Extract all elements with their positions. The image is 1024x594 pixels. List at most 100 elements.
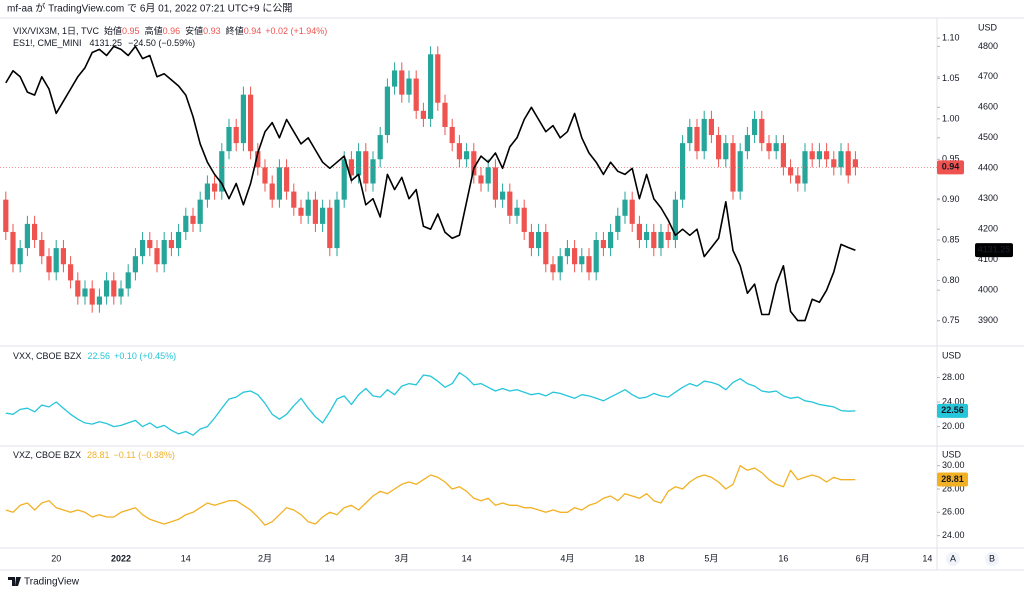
y-tick-label: 4300 <box>978 193 998 203</box>
button-a[interactable] <box>946 552 960 566</box>
candle-body <box>759 118 765 144</box>
legend-ohlc-value: 0.94 <box>244 26 262 36</box>
candle-body <box>420 110 426 119</box>
last-value-label-box <box>937 403 968 418</box>
candle-body <box>507 191 513 216</box>
y-tick-label: 24.00 <box>942 530 965 540</box>
button-b[interactable] <box>985 552 999 566</box>
candle-body <box>147 240 153 249</box>
last-value-label: 28.81 <box>941 474 964 484</box>
x-tick-label: 6月 <box>856 553 870 563</box>
candle-body <box>320 207 326 224</box>
button-a-label[interactable]: A <box>950 553 956 563</box>
candle-body <box>773 143 779 152</box>
brand: TradingView <box>24 577 80 588</box>
candle-body <box>46 256 52 273</box>
candle-body <box>600 240 606 249</box>
candle-body <box>521 207 527 232</box>
legend-line: VXX, CBOE BZX 22.56 +0.10 (+0.45%) <box>13 351 176 361</box>
candle-body <box>485 167 491 184</box>
y-tick-label: 24.00 <box>942 396 965 406</box>
x-tick-label: 2月 <box>258 553 272 563</box>
candle-body <box>788 167 794 176</box>
candle-body <box>17 248 23 265</box>
y-tick-label: 4100 <box>978 254 998 264</box>
candle-body <box>406 78 412 95</box>
candle-body <box>183 215 189 232</box>
legend-change: +0.10 (+0.45%) <box>114 351 176 361</box>
y-tick-label: 28.00 <box>942 483 965 493</box>
candle-body <box>744 135 750 152</box>
candle-body <box>111 280 117 297</box>
candle-body <box>449 126 455 144</box>
candle-body <box>118 288 124 297</box>
x-tick-label: 14 <box>325 553 335 563</box>
x-tick-label: 14 <box>922 553 932 563</box>
legend-line: ES1!, CME_MINI 4131.25 −24.50 (−0.59%) <box>13 38 195 48</box>
candle-body <box>154 248 160 265</box>
x-tick-label: 3月 <box>395 553 409 563</box>
legend-ohlc-label: 安値 <box>185 25 203 36</box>
candle-body <box>442 102 448 127</box>
y-tick-label: 26.00 <box>942 507 965 517</box>
candle-body <box>672 199 678 241</box>
candle-body <box>708 118 714 136</box>
x-tick-label: 5月 <box>704 553 718 563</box>
candle-body <box>363 151 369 184</box>
candle-body <box>168 240 174 249</box>
logo: TradingView <box>8 577 80 588</box>
candle-body <box>132 256 138 273</box>
x-tick-label: 16 <box>778 553 788 563</box>
candle-body <box>24 223 30 249</box>
candle-body <box>269 183 275 200</box>
candle-body <box>291 191 297 208</box>
x-tick-label: 14 <box>462 553 472 563</box>
candle-body <box>262 167 268 184</box>
candle-body <box>284 167 290 192</box>
y-tick-label: 4800 <box>978 41 998 51</box>
candle-body <box>838 151 844 168</box>
legend-value: 4131.25 <box>90 38 123 48</box>
last-value-label-box <box>937 472 968 487</box>
last-value-label: 4131.25 <box>978 245 1011 255</box>
y2-unit: USD <box>978 22 998 32</box>
candle-body <box>665 231 671 241</box>
y-tick-label: 4500 <box>978 132 998 142</box>
button-b-label[interactable]: B <box>989 553 995 563</box>
candle-body <box>32 223 38 241</box>
candle-body <box>89 288 95 305</box>
candle-body <box>608 231 614 249</box>
candle-body <box>536 231 542 249</box>
header-text: mf-aa が TradingView.com で 6月 01, 2022 07… <box>7 2 292 15</box>
y-tick-label: 1.10 <box>942 33 960 43</box>
candle-body <box>845 151 851 176</box>
candle-body <box>75 280 81 297</box>
candle-body <box>233 126 239 144</box>
candle-body <box>384 86 390 136</box>
candle-body <box>3 199 9 232</box>
y-tick-label: 28.00 <box>942 372 965 382</box>
candle-body <box>334 199 340 249</box>
candle-body <box>701 118 707 152</box>
candle-body <box>104 280 110 297</box>
legend-value: 22.56 <box>88 351 111 361</box>
candle-body <box>593 240 599 273</box>
candle-body <box>53 248 59 273</box>
candle-body <box>377 135 383 160</box>
legend-change: −0.11 (−0.38%) <box>114 450 175 460</box>
y-tick-label: 4700 <box>978 71 998 81</box>
legend-line: VXZ, CBOE BZX 28.81 −0.11 (−0.38%) <box>13 450 175 460</box>
series-line <box>5 371 856 436</box>
candle-body <box>795 175 801 184</box>
candle-body <box>780 143 786 168</box>
candle-body <box>716 135 722 160</box>
legend-value: 28.81 <box>87 450 110 460</box>
candle-body <box>399 70 405 95</box>
candle-body <box>125 272 131 289</box>
es-line <box>5 45 856 322</box>
candle-body <box>723 143 729 160</box>
candle-body <box>471 151 477 176</box>
candle-body <box>428 54 434 119</box>
candle-body <box>140 240 146 257</box>
